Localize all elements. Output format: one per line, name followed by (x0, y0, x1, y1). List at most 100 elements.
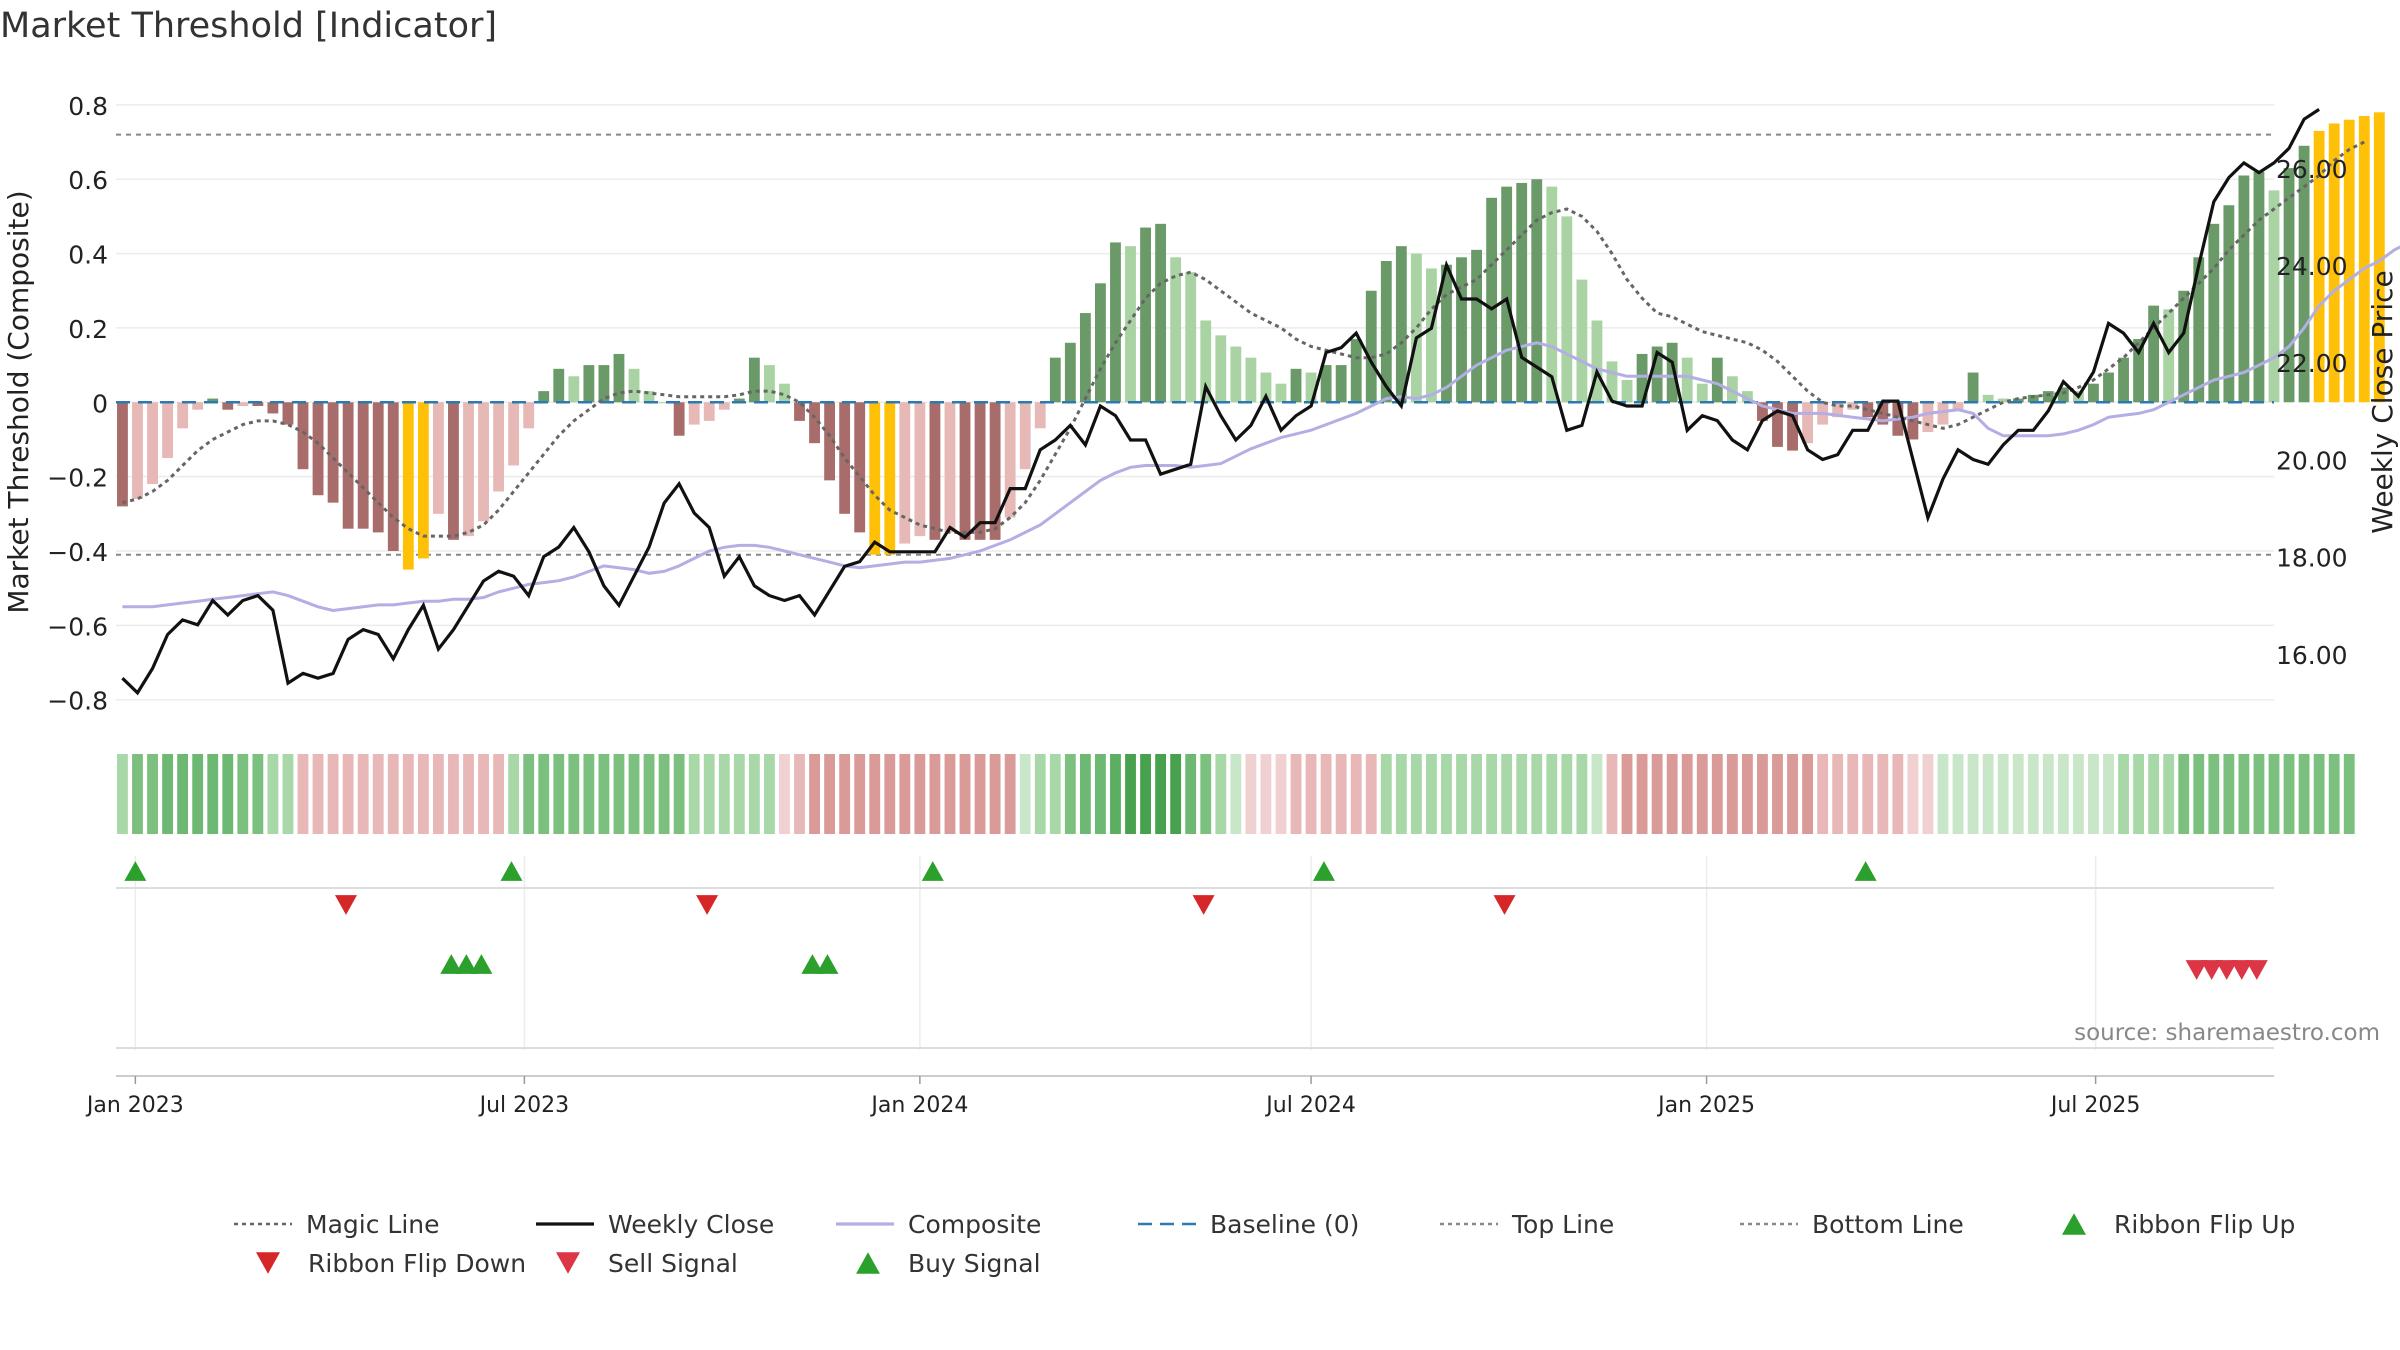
ribbon-flip-up-marker (921, 861, 944, 881)
ribbon-cell (1426, 754, 1437, 834)
ribbon-cell (2328, 754, 2340, 834)
composite-line (122, 245, 2400, 613)
y-axis-left-label: Market Threshold (Composite) (2, 190, 35, 613)
ribbon-cell (613, 754, 625, 834)
composite-bar (1245, 357, 1257, 403)
ribbon-cell (779, 754, 790, 834)
composite-bar (1772, 402, 1783, 447)
legend-item[interactable]: Ribbon Flip Down (256, 1249, 526, 1278)
y-left-tick-label: −0.2 (47, 464, 108, 493)
composite-bar (1847, 402, 1859, 410)
composite-bar (1486, 197, 1498, 403)
ribbon-cell (2208, 754, 2220, 834)
composite-bar (147, 402, 158, 485)
composite-bar (1019, 402, 1031, 470)
ribbon-cell (2118, 754, 2129, 834)
legend-item[interactable]: Buy Signal (856, 1249, 1041, 1278)
legend-label: Buy Signal (908, 1249, 1041, 1278)
ribbon-cell (944, 754, 956, 834)
y-right-tick-label: 20.00 (2276, 446, 2348, 475)
composite-bar (2313, 130, 2325, 403)
composite-bar (2238, 175, 2250, 403)
composite-bar (508, 402, 520, 466)
composite-bar (1546, 186, 1558, 403)
composite-bar (2163, 309, 2175, 403)
composite-bar (372, 402, 384, 533)
buy-signal-marker (816, 954, 839, 974)
composite-bar (1952, 402, 1964, 410)
composite-bar (2148, 305, 2160, 403)
composite-bar (824, 402, 836, 481)
composite-bar (1365, 290, 1377, 403)
composite-bar (2253, 171, 2265, 403)
ribbon-cell (1335, 754, 1347, 834)
ribbon-cell (508, 754, 520, 834)
ribbon-cell (1561, 754, 1573, 834)
ribbon-cell (718, 754, 730, 834)
composite-bar (2358, 116, 2370, 403)
legend-item[interactable]: Composite (836, 1210, 1041, 1239)
ribbon-cell (1365, 754, 1377, 834)
ribbon-cell (1997, 754, 2009, 834)
composite-bar (1380, 261, 1392, 403)
ribbon-cell (1636, 754, 1648, 834)
composite-bar (1215, 335, 1227, 403)
x-tick-label: Jan 2023 (85, 1093, 184, 1118)
ribbon-cell (342, 754, 354, 834)
ribbon-cell (1696, 754, 1708, 834)
composite-bar (2328, 123, 2340, 403)
x-tick-label: Jul 2025 (2049, 1093, 2141, 1118)
ribbon-cell (1937, 754, 1949, 834)
composite-bar (1049, 357, 1061, 403)
composite-bar (342, 402, 354, 529)
composite-bar (1305, 372, 1317, 403)
sell-signal-marker (2185, 960, 2208, 980)
legend-item[interactable]: Sell Signal (556, 1249, 738, 1278)
legend-item[interactable]: Top Line (1440, 1210, 1614, 1239)
legend-item[interactable]: Magic Line (234, 1210, 440, 1239)
legend-item[interactable]: Weekly Close (536, 1210, 774, 1239)
composite-bar (2283, 168, 2295, 403)
buy-signal-marker (801, 954, 824, 974)
ribbon-cell (688, 754, 700, 834)
composite-bar (733, 398, 745, 403)
ribbon-cell (2072, 754, 2084, 834)
legend-item[interactable]: Bottom Line (1740, 1210, 1964, 1239)
ribbon-cell (1787, 754, 1798, 834)
legend-item[interactable]: Ribbon Flip Up (2062, 1210, 2295, 1239)
legend-label: Top Line (1511, 1210, 1614, 1239)
sell-signal-marker (2230, 960, 2253, 980)
composite-bar (794, 402, 805, 421)
composite-bar (252, 402, 264, 406)
ribbon-cell (1591, 754, 1603, 834)
ribbon-cell (1471, 754, 1482, 834)
ribbon-cell (2313, 754, 2325, 834)
ribbon-cell (1606, 754, 1618, 834)
composite-bar (387, 402, 399, 551)
composite-bar (1937, 402, 1949, 425)
legend-label: Ribbon Flip Down (308, 1249, 526, 1278)
legend[interactable]: Magic Line Weekly Close Composite Baseline … (234, 1210, 2295, 1278)
composite-bar (1456, 257, 1467, 403)
y-left-tick-label: −0.6 (47, 612, 108, 641)
ribbon-cell (1892, 754, 1904, 834)
ribbon-cell (1681, 754, 1693, 834)
ribbon-cell (2012, 754, 2024, 834)
ribbon-cell (222, 754, 234, 834)
ribbon-cell (1320, 754, 1332, 834)
composite-bar (598, 365, 610, 403)
legend-item[interactable]: Baseline (0) (1138, 1210, 1359, 1239)
y-right-tick-label: 16.00 (2276, 641, 2348, 670)
ribbon-cell (162, 754, 174, 834)
ribbon-flip-up-marker (500, 861, 523, 881)
composite-bar (568, 376, 580, 403)
composite-bar (1621, 379, 1633, 403)
ribbon-cell (1305, 754, 1317, 834)
ribbon-cell (1817, 754, 1829, 834)
ribbon-cell (1170, 754, 1182, 834)
ribbon-cell (2178, 754, 2190, 834)
composite-bar (1531, 179, 1543, 403)
ribbon-cell (387, 754, 399, 834)
composite-bar (613, 353, 625, 403)
legend-swatch (2062, 1213, 2086, 1235)
